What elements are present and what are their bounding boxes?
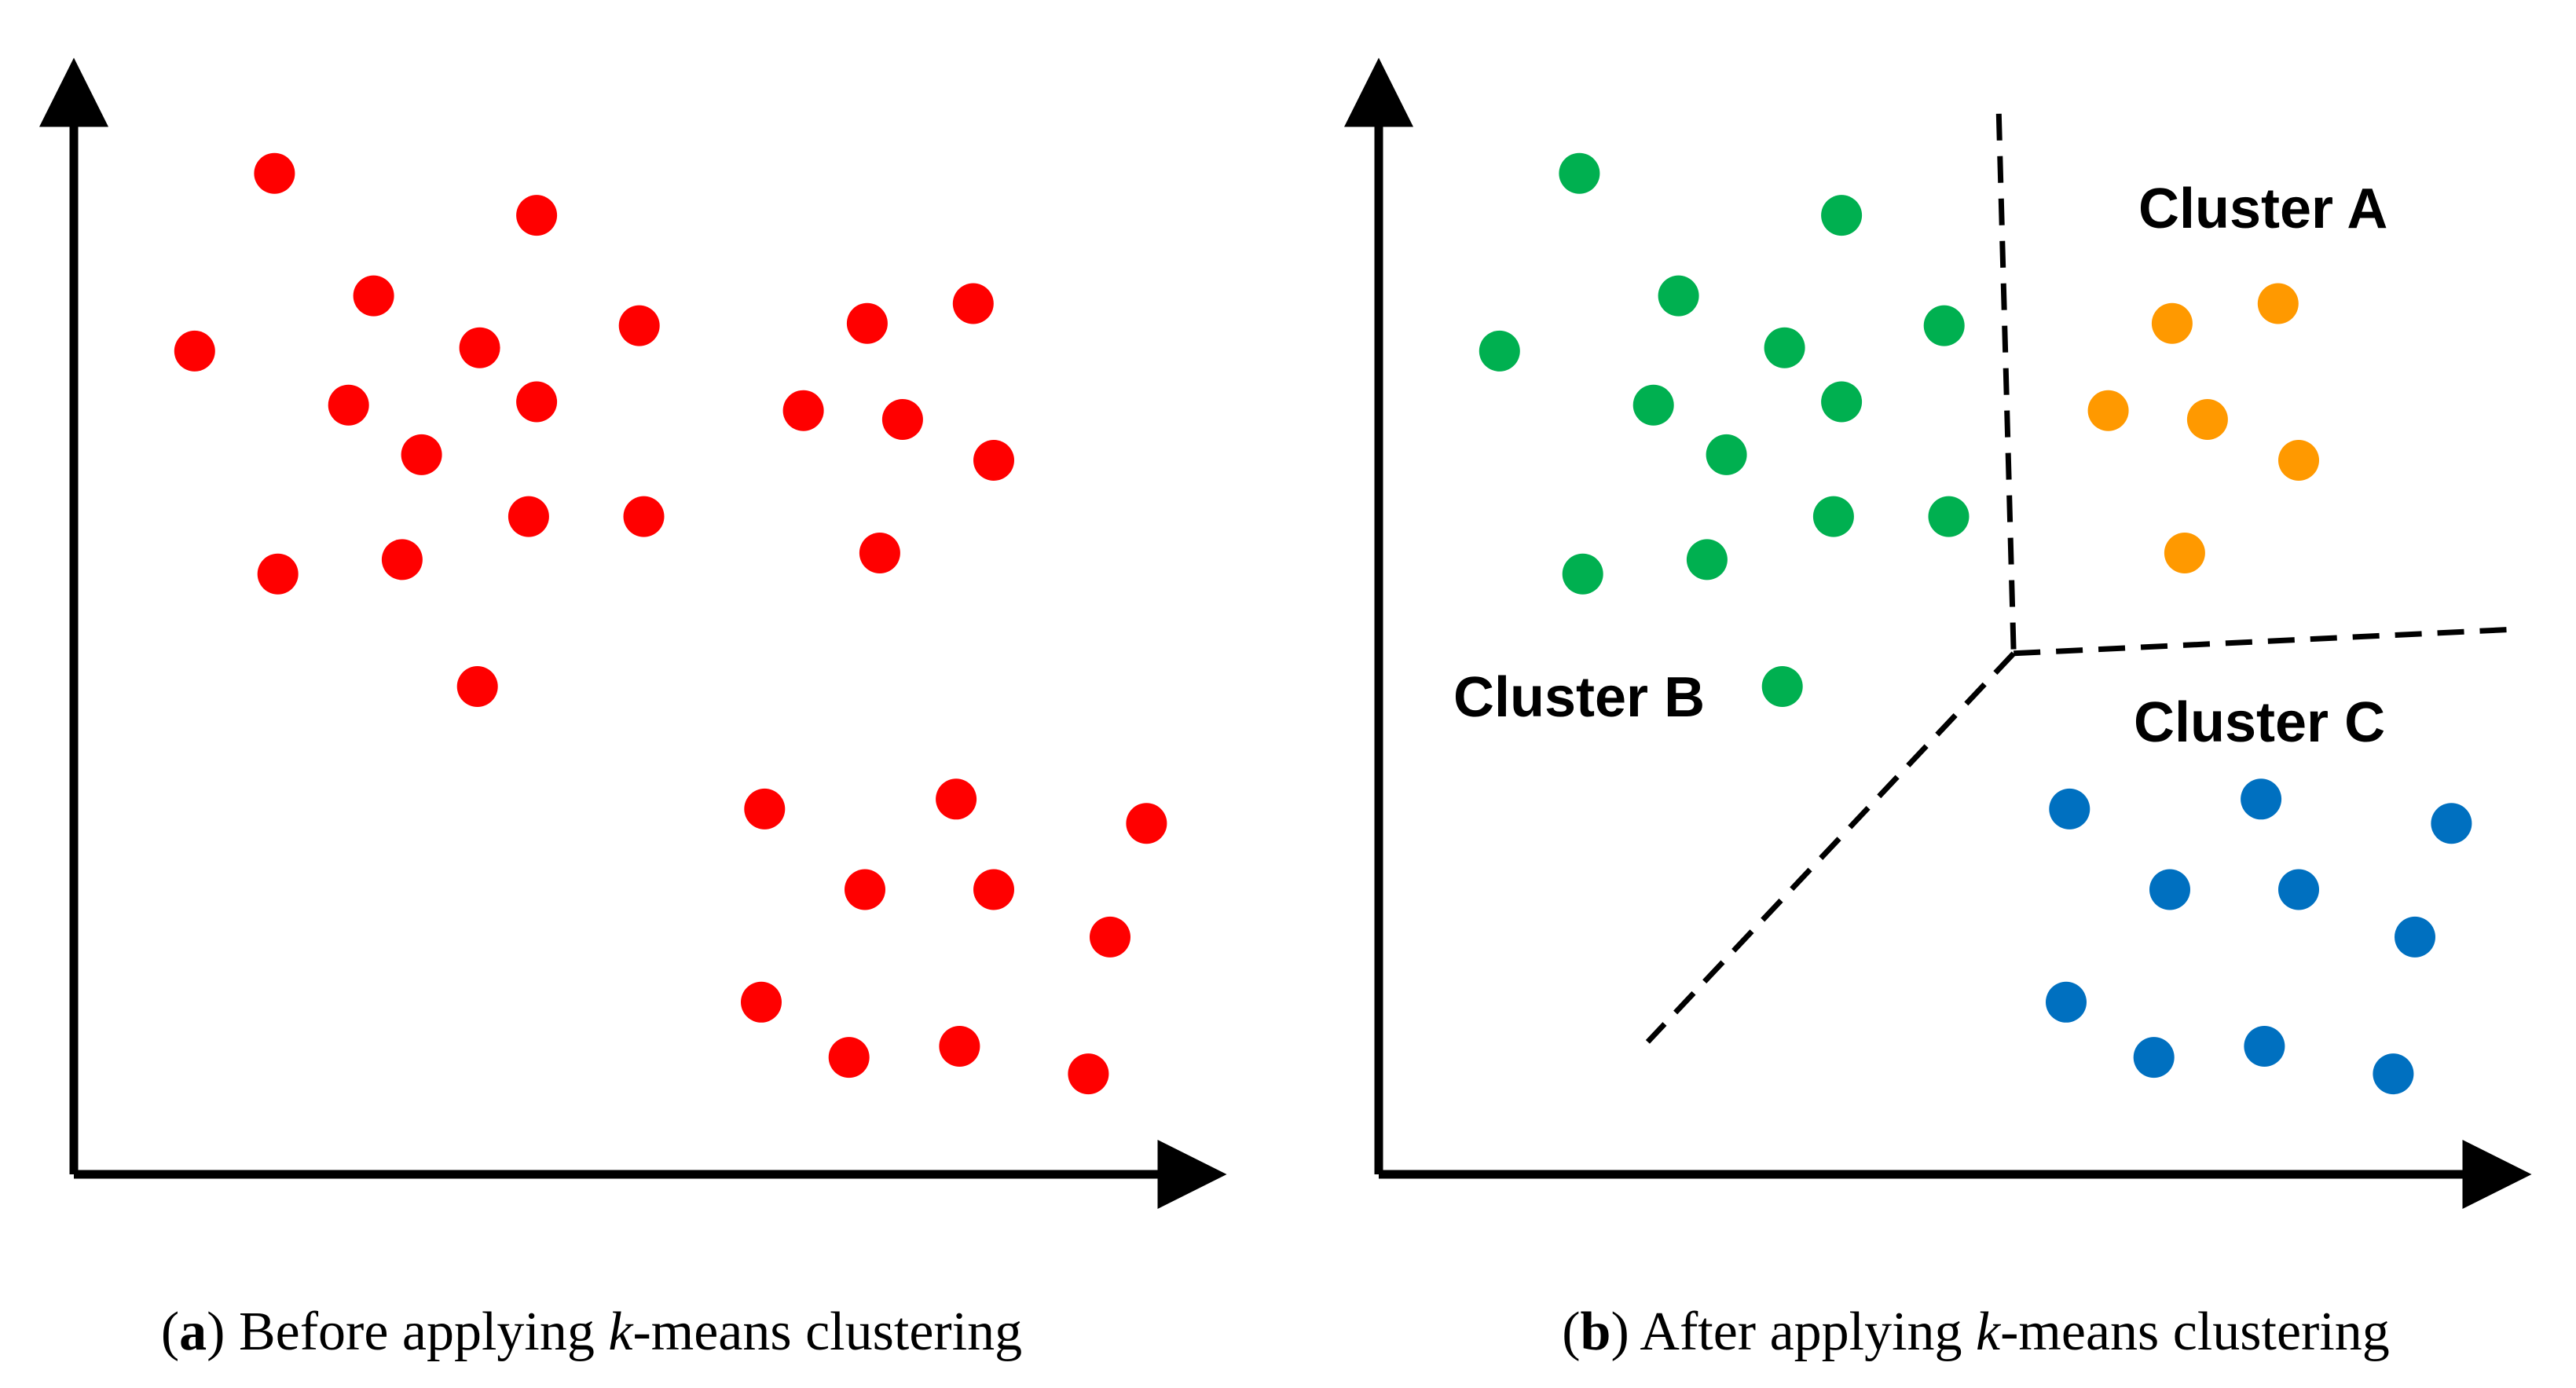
panel-b-cluster-a-point [2257, 283, 2299, 324]
panel-a-data-point [257, 553, 299, 595]
panel-a-data-point [456, 666, 498, 707]
panel-b-cluster-b-point [1559, 152, 1600, 194]
cluster-a-label: Cluster A [2138, 178, 2387, 240]
panel-b-cluster-b-point [1812, 496, 1854, 537]
cluster-boundaries [1645, 113, 2519, 1044]
panel-a-data-point [828, 1037, 870, 1079]
panel-a-data-point [1126, 803, 1167, 844]
panel-b-cluster-b-point [1764, 327, 1805, 368]
panel-b-cluster-a-point [2151, 302, 2193, 344]
panel-a-data-point [936, 778, 977, 820]
cluster-b-label: Cluster B [1453, 666, 1705, 729]
panel-b-cluster-c-point [2241, 778, 2282, 820]
panel-b-cluster-b-point [1632, 384, 1674, 426]
panel-b-cluster-c-point [2046, 981, 2087, 1023]
panel-b-caption: (b) After applying k-means clustering [1562, 1302, 2390, 1362]
panel-a-data-point [174, 330, 215, 372]
panel-b-cluster-c-point [2244, 1026, 2285, 1067]
panel-b-points [1479, 152, 2472, 1095]
panel-a-data-point [973, 440, 1014, 481]
panel-b-cluster-a-point [2164, 533, 2205, 573]
panel-a-points [174, 152, 1167, 1095]
panel-a-data-point [353, 275, 394, 317]
panel-b-cluster-c-point [2431, 803, 2472, 844]
panel-a-data-point [618, 305, 660, 346]
panel-a-data-point [254, 152, 295, 194]
panel-a-data-point [741, 981, 782, 1023]
panel-a-data-point [1068, 1053, 1109, 1095]
panel-a-data-point [1090, 916, 1130, 958]
panel-b-cluster-b-point [1821, 381, 1863, 423]
panel-b-cluster-b-point [1821, 195, 1863, 236]
panel-b-cluster-c-point [2395, 916, 2435, 958]
panel-b-cluster-c-point [2278, 869, 2319, 910]
panel-a-data-point [881, 399, 923, 440]
panel-b-cluster-b-point [1562, 553, 1603, 595]
panel-b-cluster-c-point [2133, 1037, 2175, 1079]
panel-b-cluster-c-point [2149, 869, 2190, 910]
cluster-boundary-line [1645, 651, 2016, 1044]
panel-a-data-point [973, 869, 1014, 910]
panel-b-cluster-b-point [1658, 275, 1699, 317]
panel-a-caption: (a) Before applying k-means clustering [161, 1302, 1022, 1362]
cluster-c-label: Cluster C [2134, 691, 2385, 754]
panel-a-data-point [939, 1026, 980, 1067]
panel-b-cluster-a-point [2278, 440, 2319, 481]
panel-a-data-point [381, 539, 423, 580]
panel-b-cluster-b-point [1923, 305, 1965, 346]
panel-b-cluster-c-point [2049, 788, 2090, 830]
panel-b-after: Cluster A Cluster B Cluster C (b) After … [1344, 57, 2532, 1362]
panel-a-data-point [459, 327, 500, 368]
panel-a-data-point [328, 384, 369, 426]
panel-b-cluster-b-point [1686, 539, 1728, 580]
panel-a-before: (a) Before applying k-means clustering [38, 57, 1227, 1362]
panel-a-data-point [401, 434, 442, 475]
panel-b-cluster-a-point [2186, 399, 2228, 440]
panel-b-cluster-b-point [1479, 330, 1520, 372]
panel-a-data-point [859, 533, 900, 573]
panel-a-data-point [846, 302, 888, 344]
panel-a-data-point [782, 390, 824, 431]
panel-a-data-point [744, 788, 786, 830]
panel-b-cluster-c-point [2373, 1053, 2414, 1095]
panel-b-cluster-b-point [1706, 434, 1747, 475]
panel-b-cluster-b-point [1928, 496, 1970, 537]
cluster-boundary-line [2014, 626, 2519, 657]
panel-a-data-point [516, 381, 558, 423]
cluster-boundary-line [1995, 113, 2017, 654]
panel-a-data-point [845, 869, 885, 910]
panel-b-cluster-a-point [2087, 390, 2129, 431]
panel-a-data-point [952, 283, 994, 324]
panel-b-cluster-b-point [1761, 666, 1803, 707]
panel-a-data-point [516, 195, 558, 236]
panel-a-data-point [623, 496, 665, 537]
panel-a-data-point [508, 496, 549, 537]
